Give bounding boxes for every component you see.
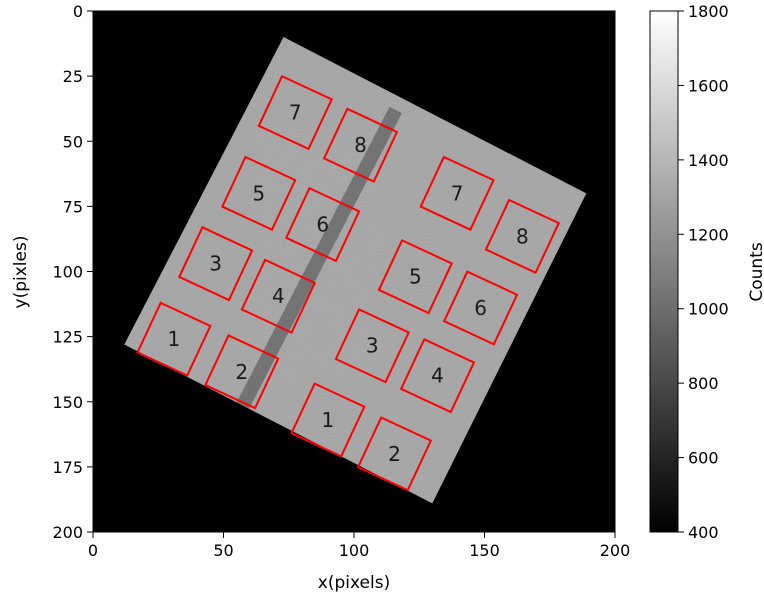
y-tick-label: 125 (52, 328, 83, 347)
roi-box (484, 198, 561, 275)
roi-label: 7 (289, 101, 302, 125)
colorbar-gradient (649, 10, 679, 533)
roi-label: 4 (272, 284, 285, 308)
y-axis-label: y(pixles) (11, 236, 31, 309)
roi-label: 2 (388, 442, 401, 466)
y-tick-label: 150 (52, 393, 83, 412)
roi-box (284, 186, 361, 263)
colorbar-label: Counts (747, 242, 764, 301)
x-axis-label: x(pixels) (318, 573, 390, 593)
y-tick-label: 0 (73, 2, 83, 21)
roi-label: 1 (168, 327, 181, 351)
y-tick-label: 25 (63, 67, 83, 86)
colorbar-tick-label: 400 (688, 523, 719, 542)
roi-label: 3 (209, 252, 222, 276)
colorbar-tick-label: 800 (688, 374, 719, 393)
heatmap-plot: 7 8 5 6 3 4 1 2 7 8 5 6 3 4 1 2 (92, 10, 616, 533)
roi-label: 6 (474, 296, 487, 320)
x-axis: 0 50 100 150 200 (88, 532, 630, 560)
colorbar-tick-label: 1200 (688, 225, 729, 244)
x-tick-label: 50 (213, 541, 233, 560)
dark-stripe (225, 106, 402, 432)
roi-overlay: 7 8 5 6 3 4 1 2 7 8 5 6 3 4 1 2 (136, 74, 561, 492)
x-tick-label: 0 (88, 541, 98, 560)
roi-box (399, 338, 476, 414)
roi-label: 8 (516, 224, 529, 248)
colorbar: 400 600 800 1000 1200 1400 1600 1800 Counts (649, 2, 764, 542)
colorbar-tick-label: 1400 (688, 151, 729, 170)
roi-box (442, 270, 519, 346)
roi-box (136, 301, 212, 377)
y-tick-label: 75 (63, 197, 83, 216)
y-tick-label: 100 (52, 263, 83, 282)
colorbar-tick-label: 1800 (688, 2, 729, 21)
roi-label: 3 (366, 334, 379, 358)
colorbar-ticks: 400 600 800 1000 1200 1400 1600 1800 (678, 2, 729, 542)
roi-label: 4 (431, 364, 444, 388)
x-tick-label: 150 (469, 541, 500, 560)
roi-label: 6 (316, 213, 329, 237)
y-axis: 0 25 50 75 100 125 150 175 200 (52, 2, 93, 542)
y-tick-label: 50 (63, 132, 83, 151)
colorbar-tick-label: 600 (688, 449, 719, 468)
roi-box (322, 107, 399, 183)
colorbar-tick-label: 1000 (688, 300, 729, 319)
roi-label: 5 (252, 181, 265, 205)
roi-box (290, 382, 366, 458)
roi-box (257, 74, 334, 151)
y-tick-label: 200 (52, 523, 83, 542)
roi-box (419, 155, 495, 232)
roi-box (334, 308, 411, 384)
roi-label: 7 (451, 181, 464, 205)
colorbar-tick-label: 1600 (688, 76, 729, 95)
roi-label: 2 (235, 360, 248, 384)
roi-box (377, 239, 454, 315)
roi-label: 1 (322, 408, 335, 432)
x-tick-label: 200 (600, 541, 631, 560)
roi-box (220, 155, 297, 232)
roi-box (177, 226, 254, 302)
roi-label: 8 (354, 133, 367, 157)
roi-box (204, 334, 280, 410)
roi-box (356, 416, 433, 492)
roi-label: 5 (409, 265, 422, 289)
y-tick-label: 175 (52, 458, 83, 477)
roi-box (240, 258, 317, 334)
x-tick-label: 100 (339, 541, 370, 560)
